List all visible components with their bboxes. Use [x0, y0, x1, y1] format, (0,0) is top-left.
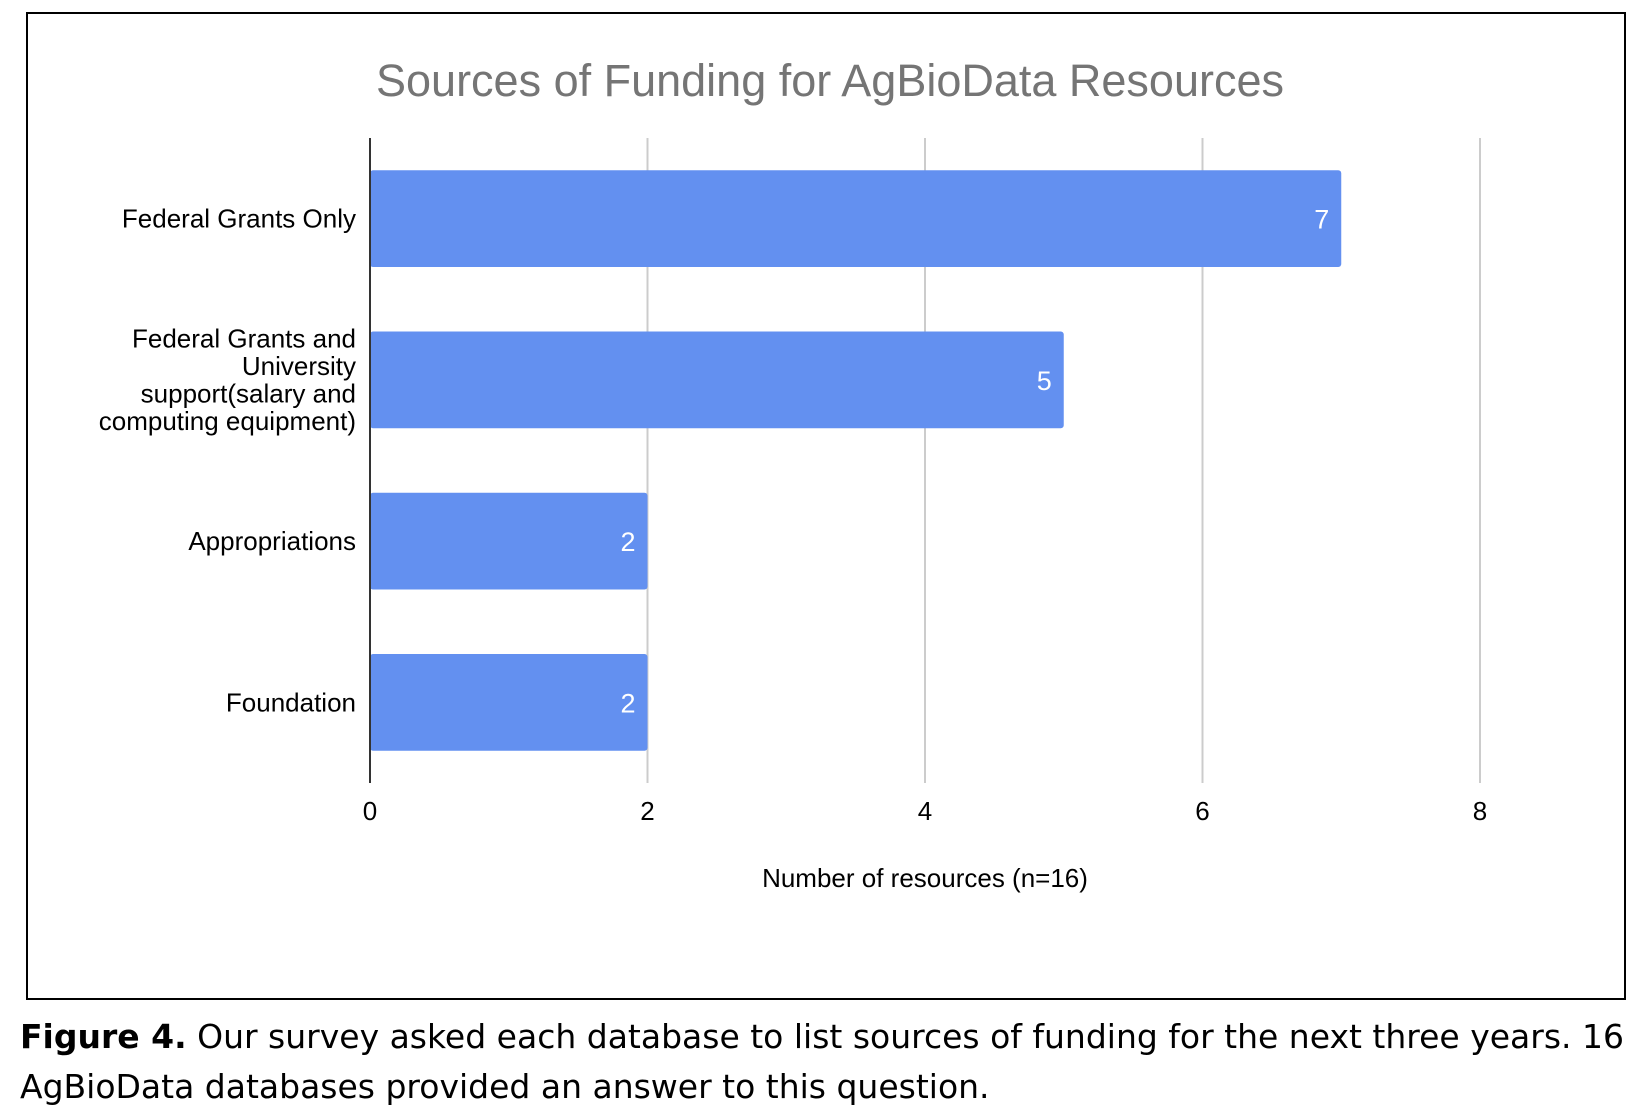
data-label: 2: [620, 527, 635, 557]
category-label: Federal Grants Only: [122, 204, 356, 234]
chart-frame: Sources of Funding for AgBioData Resourc…: [26, 12, 1626, 1000]
data-label: 7: [1314, 205, 1329, 235]
figure-caption: Figure 4. Our survey asked each database…: [20, 1012, 1630, 1112]
category-labels: Federal Grants Only Federal Grants and Uni…: [99, 204, 356, 718]
x-tick-label: 0: [363, 796, 377, 826]
category-label: Federal Grants and University support(sala…: [99, 324, 356, 437]
x-tick-label: 6: [1195, 796, 1209, 826]
x-tick-label: 2: [640, 796, 654, 826]
bars: 7 5 2 2: [370, 170, 1342, 751]
bar: [370, 492, 648, 590]
bar-chart: Sources of Funding for AgBioData Resourc…: [99, 55, 1488, 893]
category-label: Foundation: [226, 687, 356, 717]
chart-title: Sources of Funding for AgBioData Resourc…: [376, 55, 1284, 106]
bar: [370, 654, 648, 751]
data-label: 5: [1037, 366, 1052, 396]
x-axis-label: Number of resources (n=16): [762, 863, 1088, 893]
category-label: Appropriations: [188, 526, 356, 556]
x-tick-label: 4: [918, 796, 932, 826]
x-tick-label: 8: [1473, 796, 1487, 826]
x-tick-labels: 0 2 4 6 8: [363, 796, 1487, 826]
data-label: 2: [620, 688, 635, 718]
figure-caption-text: Our survey asked each database to list s…: [20, 1017, 1624, 1106]
bar: [370, 331, 1064, 429]
bar: [370, 170, 1342, 267]
figure-caption-label: Figure 4.: [20, 1017, 187, 1056]
